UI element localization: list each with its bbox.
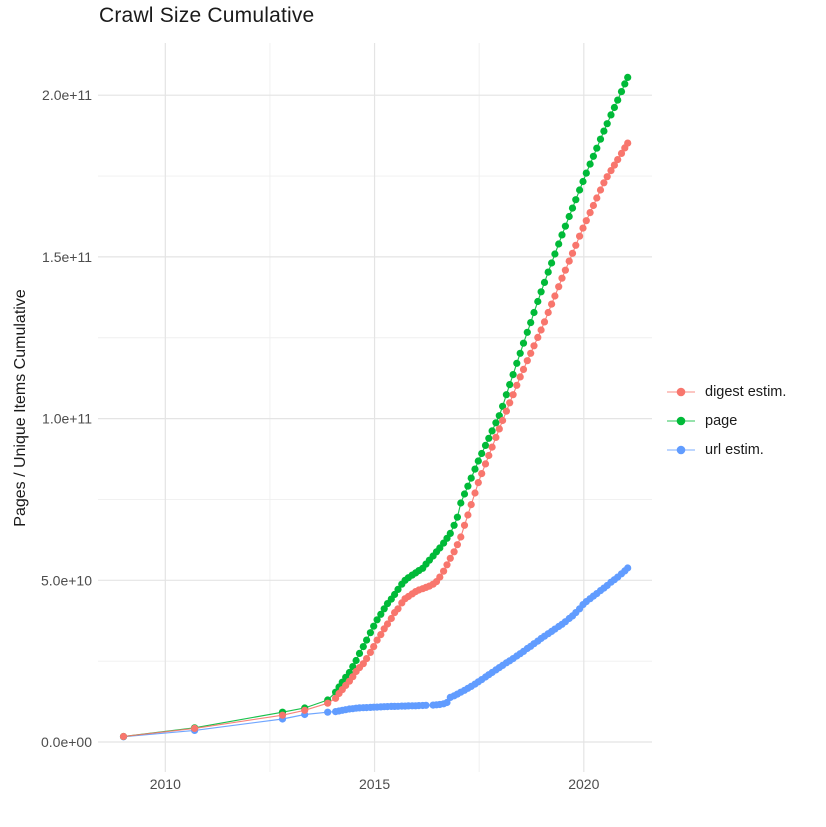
legend-label-digest-estim: digest estim. bbox=[705, 383, 787, 400]
svg-text:2010: 2010 bbox=[150, 776, 181, 792]
svg-text:2.0e+11: 2.0e+11 bbox=[42, 87, 92, 103]
svg-text:1.5e+11: 1.5e+11 bbox=[42, 249, 92, 265]
legend-label-url-estim: url estim. bbox=[705, 441, 764, 458]
legend: digest estim. page url estim. bbox=[666, 377, 786, 464]
legend-item-digest-estim: digest estim. bbox=[666, 377, 786, 406]
svg-text:2015: 2015 bbox=[359, 776, 390, 792]
series-digest-estim- bbox=[119, 139, 632, 741]
legend-key-url-icon bbox=[667, 445, 695, 454]
svg-text:2020: 2020 bbox=[568, 776, 599, 792]
svg-text:0.0e+00: 0.0e+00 bbox=[41, 734, 92, 750]
svg-text:1.0e+11: 1.0e+11 bbox=[42, 411, 92, 427]
chart-title: Crawl Size Cumulative bbox=[99, 4, 315, 27]
legend-item-page: page bbox=[666, 406, 786, 435]
legend-label-page: page bbox=[705, 412, 738, 429]
legend-item-url-estim: url estim. bbox=[666, 435, 786, 464]
legend-key-digest-icon bbox=[667, 387, 695, 396]
svg-text:5.0e+10: 5.0e+10 bbox=[41, 572, 92, 588]
legend-key-page-icon bbox=[667, 416, 695, 425]
series-url-estim- bbox=[119, 564, 632, 741]
